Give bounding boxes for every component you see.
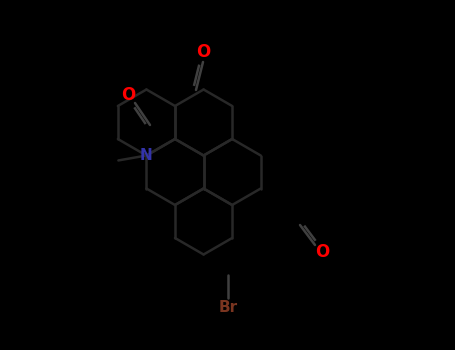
- Text: O: O: [121, 86, 135, 104]
- Text: O: O: [196, 43, 210, 61]
- Text: Br: Br: [218, 301, 238, 315]
- Text: O: O: [315, 243, 329, 261]
- Text: N: N: [140, 148, 153, 163]
